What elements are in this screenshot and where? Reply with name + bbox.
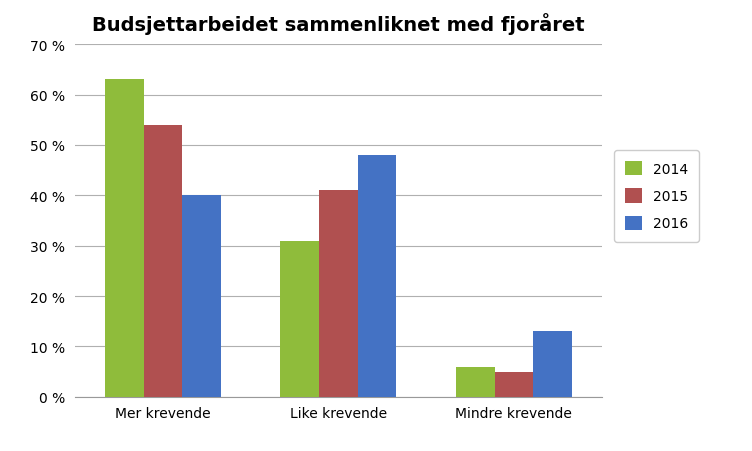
Bar [495, 372, 533, 397]
Bar [182, 196, 221, 397]
Bar [105, 80, 144, 397]
Bar [144, 125, 182, 397]
Bar [280, 241, 319, 397]
Bar [319, 191, 358, 397]
Title: Budsjettarbeidet sammenliknet med fjoråret: Budsjettarbeidet sammenliknet med fjorår… [92, 13, 585, 35]
Bar [358, 156, 396, 397]
Bar [456, 367, 495, 397]
Bar [533, 331, 572, 397]
Legend: 2014, 2015, 2016: 2014, 2015, 2016 [614, 151, 699, 242]
